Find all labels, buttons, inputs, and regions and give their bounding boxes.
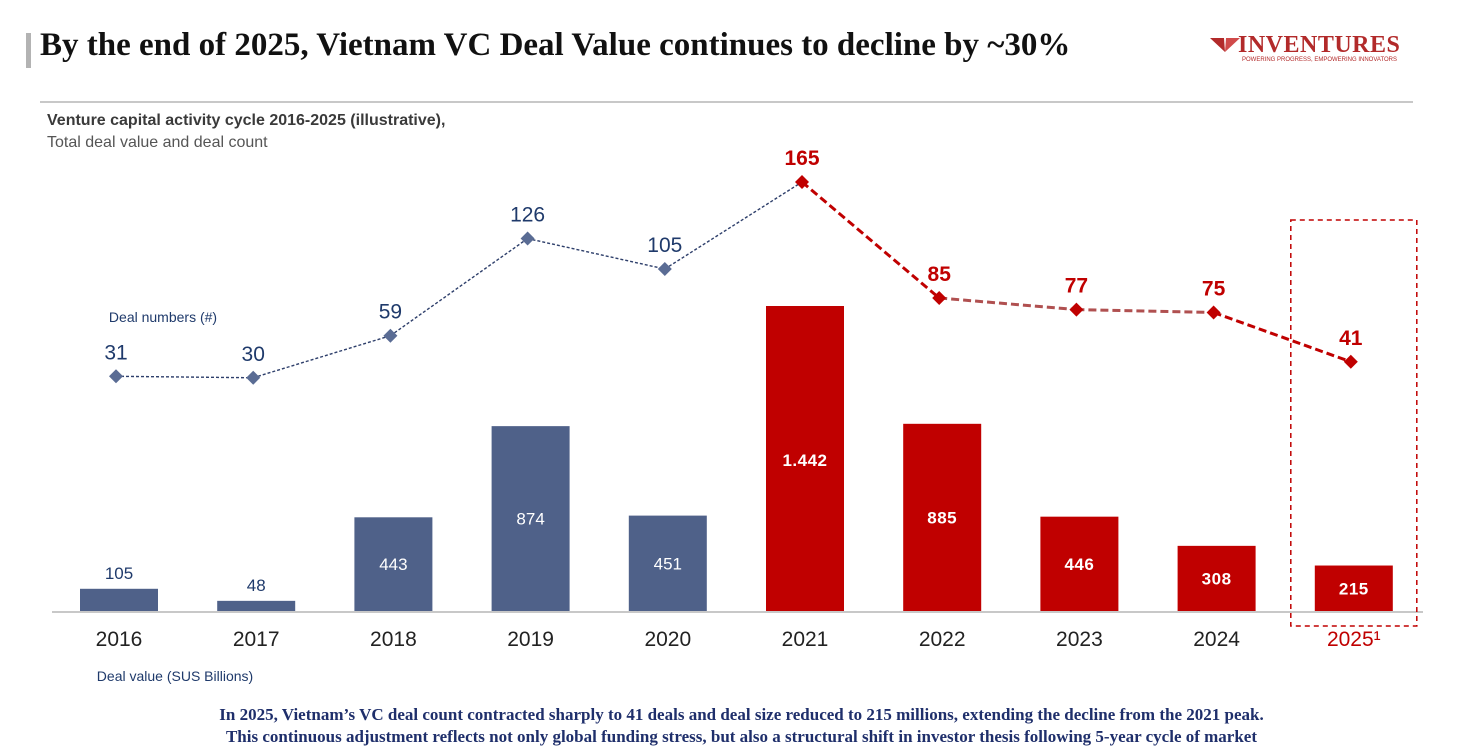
deal-count-line-segment: [939, 296, 1077, 312]
deal-count-marker: [383, 328, 398, 343]
x-tick-label: 2017: [233, 628, 280, 651]
title-accent-bar: [26, 33, 31, 68]
chart-subtitle-secondary: Total deal value and deal count: [47, 134, 268, 151]
x-tick-label: 2023: [1056, 628, 1103, 651]
x-tick-label: 2020: [644, 628, 691, 651]
logo-wing-icon: [1210, 38, 1240, 52]
x-tick-label: 2022: [919, 628, 966, 651]
deal-count-label: 126: [510, 204, 545, 227]
deal-count-marker: [520, 231, 535, 246]
deal-count-marker: [795, 175, 809, 189]
bar-2016: [80, 588, 158, 611]
x-tick-label: 2018: [370, 628, 417, 651]
bar-value-label: 885: [927, 508, 957, 527]
deal-count-line-segment: [115, 375, 254, 379]
bar-value-label: 48: [247, 576, 266, 595]
bar-value-label: 451: [654, 554, 682, 573]
bar-2018: [354, 517, 433, 611]
x-tick-label: 2021: [782, 628, 829, 651]
line-series-label: Deal numbers (#): [109, 309, 217, 325]
vc-activity-chart: 105 48 443 874 451 1.442 885 446 308 215 2016 2017 2…: [52, 147, 1423, 684]
deal-count-line-segment: [801, 180, 941, 300]
deal-count-label: 77: [1065, 275, 1088, 298]
deal-count-line-segment: [389, 237, 529, 337]
deal-count-label: 105: [647, 234, 682, 257]
deal-count-label: 85: [928, 263, 952, 286]
deal-count-marker: [1343, 354, 1358, 369]
logo-name: INVENTURES: [1238, 32, 1401, 58]
inventures-logo: INVENTURES POWERING PROGRESS, EMPOWERING…: [1210, 32, 1420, 66]
deal-count-marker: [246, 370, 261, 385]
highlight-box-2025: [1290, 219, 1418, 627]
bar-value-label: 446: [1064, 555, 1094, 574]
bar-2021: [766, 306, 844, 611]
bar-value-label: 1.442: [782, 451, 827, 470]
deal-count-marker: [1206, 305, 1221, 320]
x-tick-label: 2016: [96, 628, 143, 651]
bar-2020: [628, 515, 707, 611]
logo-tagline: POWERING PROGRESS, EMPOWERING INNOVATORS: [1242, 57, 1398, 63]
bar-2017: [217, 600, 296, 611]
bar-2019: [491, 426, 570, 611]
deal-count-label: 59: [379, 301, 402, 324]
bar-value-label: 105: [105, 564, 133, 583]
bar-2025: [1314, 565, 1393, 611]
chart-subtitle: Venture capital activity cycle 2016-2025…: [47, 112, 446, 129]
bar-2023: [1040, 516, 1119, 611]
deal-count-line-segment: [664, 181, 803, 270]
bar-2024: [1177, 545, 1256, 611]
deal-count-line-segment: [1213, 311, 1352, 364]
bar-series-label: Deal value (SUS Billions): [97, 668, 253, 684]
deal-count-line-segment: [252, 335, 391, 379]
bar-value-label: 215: [1339, 579, 1369, 598]
deal-count-label: 165: [784, 147, 819, 170]
deal-count-line-segment: [527, 237, 665, 270]
x-tick-label: 2025¹: [1327, 628, 1381, 651]
deal-count-line-segment: [1076, 308, 1214, 314]
deal-count-marker: [109, 369, 123, 384]
page-title: By the end of 2025, Vietnam VC Deal Valu…: [40, 27, 1071, 63]
x-tick-label: 2019: [507, 628, 554, 651]
deal-count-label: 31: [104, 341, 127, 364]
bar-value-label: 443: [379, 555, 407, 574]
deal-count-marker: [657, 262, 672, 276]
deal-count-marker: [932, 291, 947, 305]
deal-count-marker: [1069, 302, 1084, 317]
bar-2022: [903, 423, 982, 611]
deal-count-label: 30: [242, 343, 265, 366]
bar-value-label: 308: [1202, 569, 1232, 588]
x-tick-label: 2024: [1193, 628, 1240, 651]
header-divider: [40, 101, 1413, 103]
footer-line-2: This continuous adjustment reflects not …: [225, 727, 1258, 746]
deal-count-label: 75: [1202, 278, 1226, 301]
footer-line-1: In 2025, Vietnam’s VC deal count contrac…: [219, 705, 1264, 724]
bar-value-label: 874: [516, 510, 544, 529]
deal-count-label: 41: [1339, 327, 1363, 350]
